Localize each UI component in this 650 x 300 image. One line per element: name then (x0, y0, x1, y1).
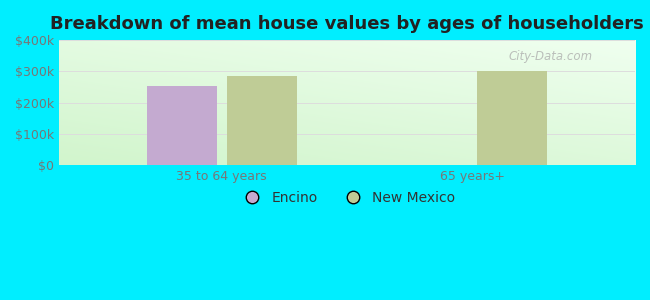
Bar (477, 71, 547, 165)
Legend: Encino, New Mexico: Encino, New Mexico (233, 185, 461, 210)
Bar (147, 86, 216, 165)
Text: City-Data.com: City-Data.com (508, 50, 592, 63)
Bar (227, 76, 297, 165)
Title: Breakdown of mean house values by ages of householders: Breakdown of mean house values by ages o… (50, 15, 644, 33)
